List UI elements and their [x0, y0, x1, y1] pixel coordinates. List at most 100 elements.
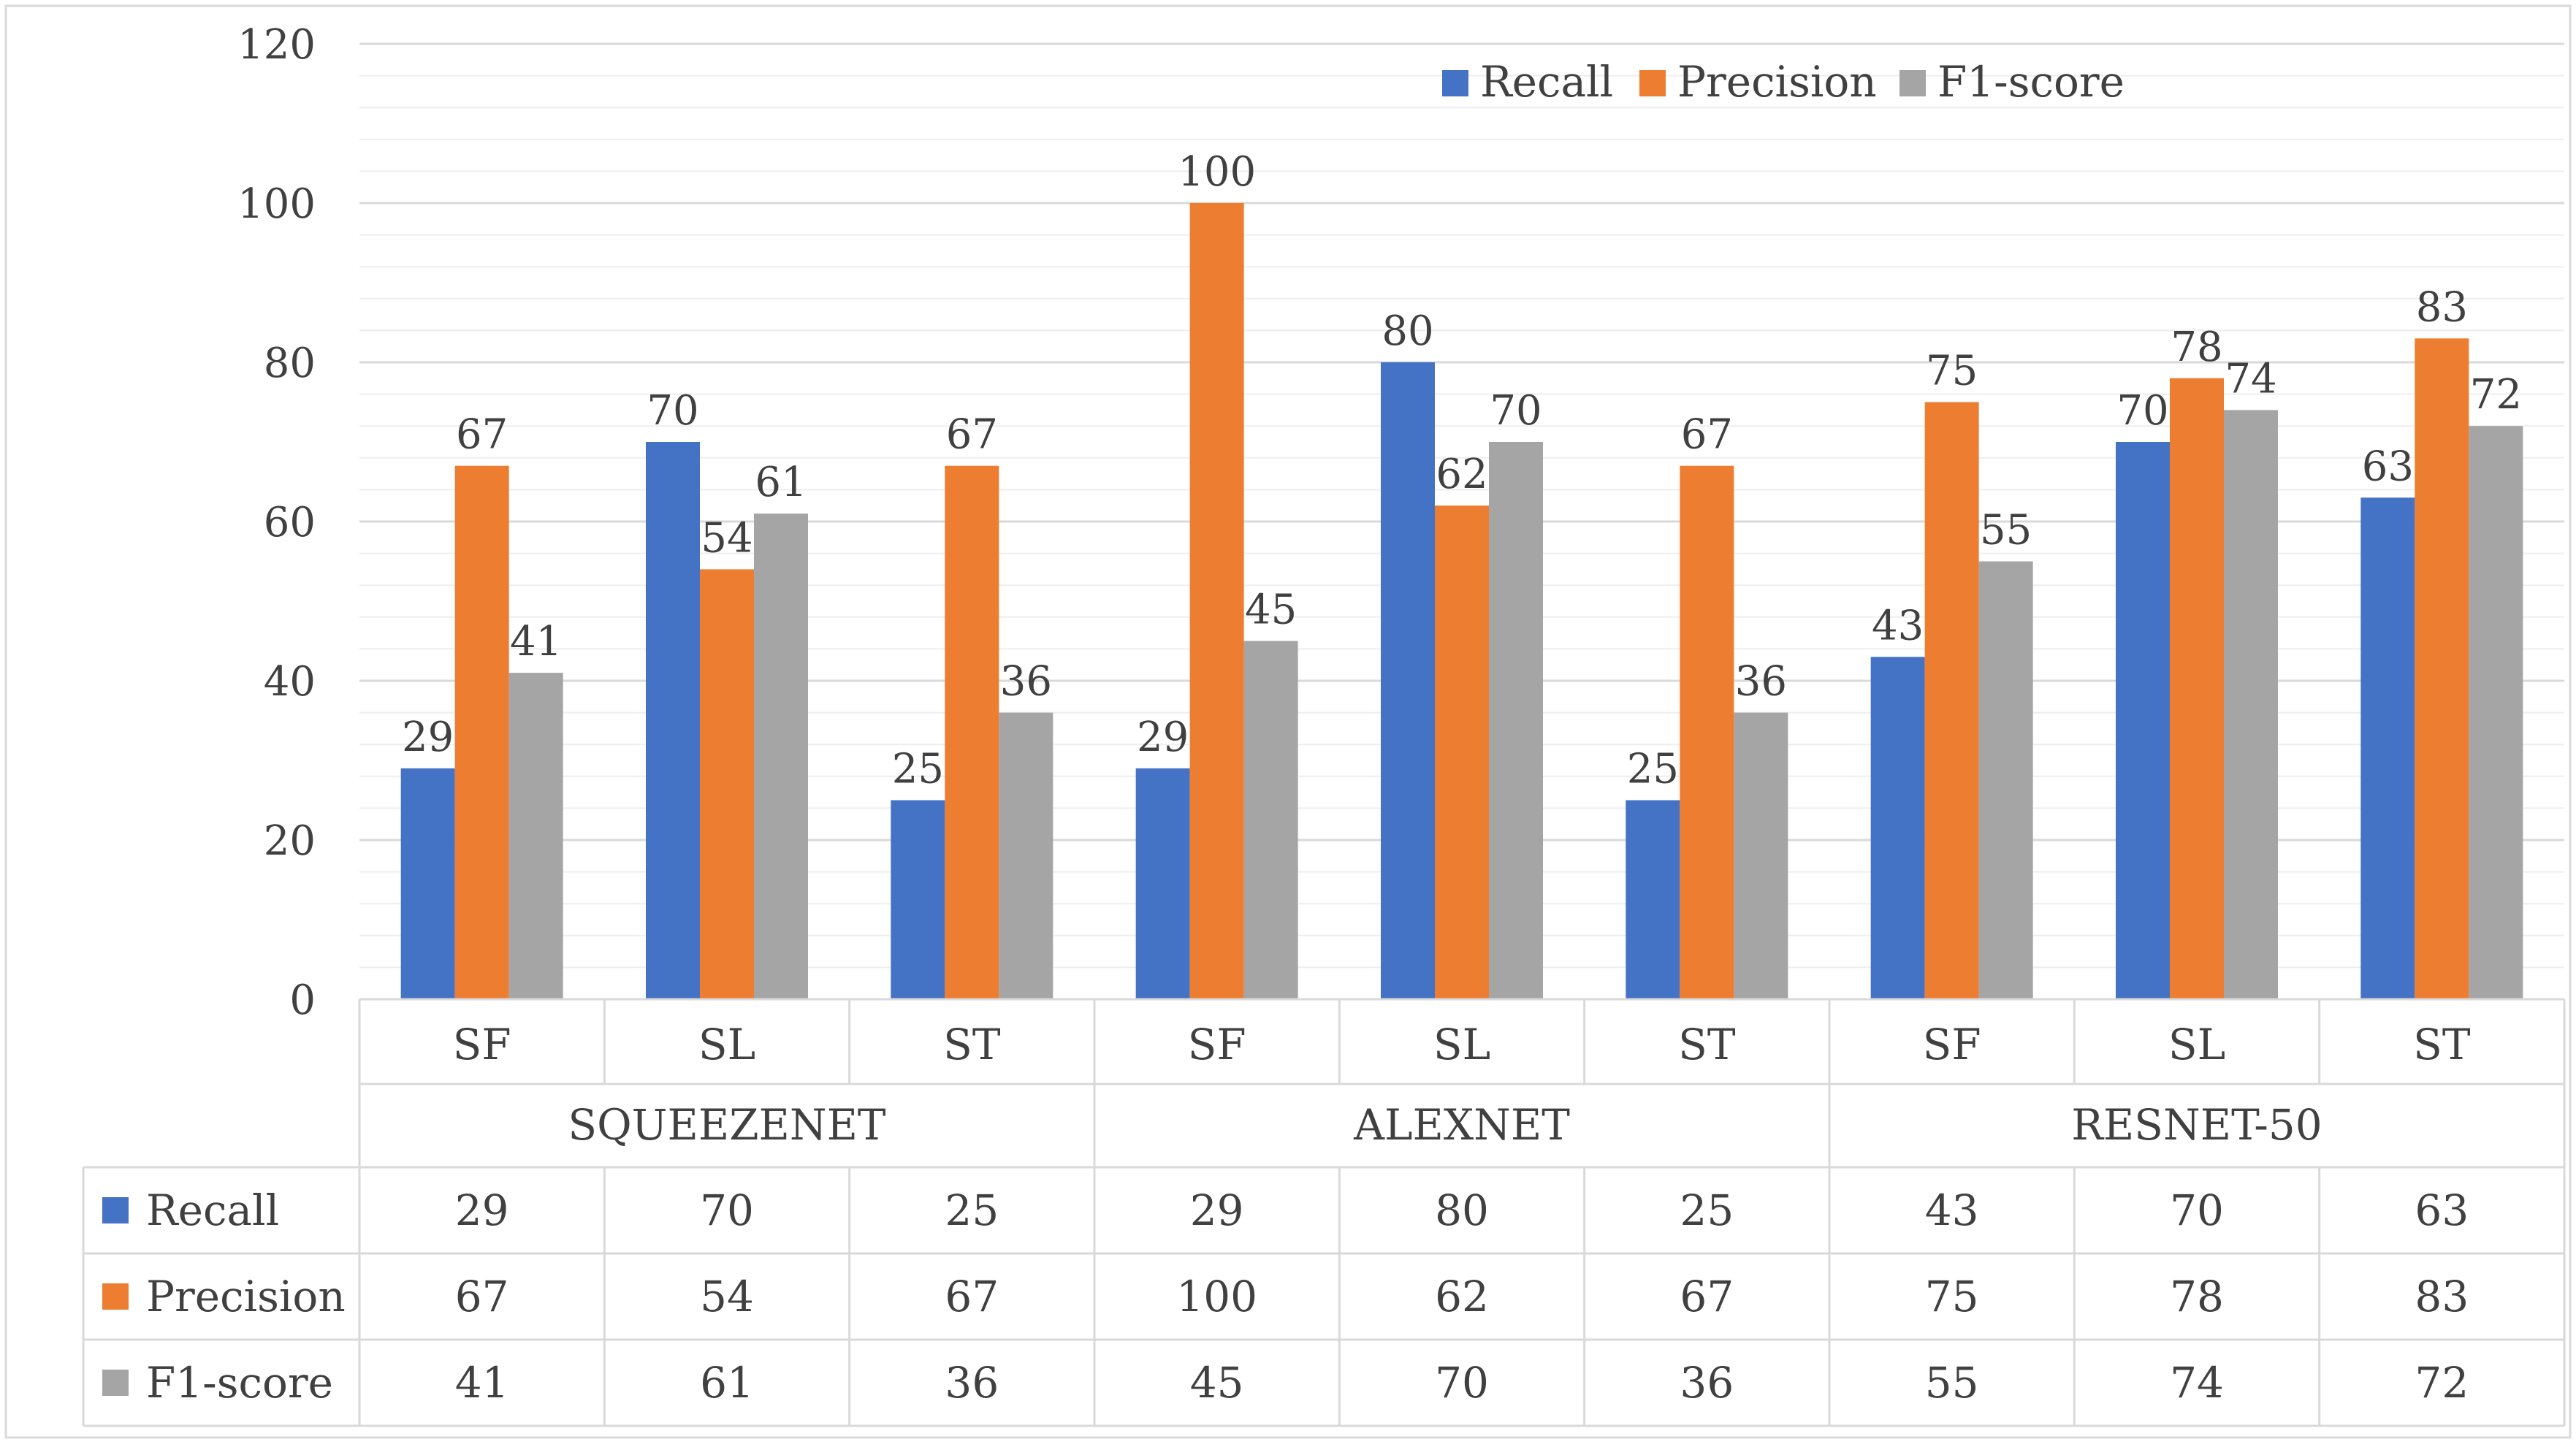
table-cell-value: 25: [1680, 1186, 1734, 1235]
table-cell-value: 29: [455, 1186, 509, 1235]
table-cell-value: 55: [1925, 1358, 1979, 1408]
bar: [2116, 442, 2170, 999]
table-cell-value: 70: [700, 1186, 754, 1235]
data-label: 80: [1382, 308, 1433, 355]
table-cell-value: 83: [2415, 1272, 2469, 1321]
bar: [2170, 378, 2224, 999]
legend-label: F1-score: [1937, 57, 2125, 107]
table-cell-value: 78: [2170, 1272, 2224, 1321]
bar: [454, 465, 509, 999]
bar: [1189, 203, 1244, 999]
bar: [1978, 561, 2033, 999]
table-cell-value: 36: [1680, 1358, 1734, 1408]
legend-label: Precision: [1677, 57, 1877, 107]
data-label: 29: [1137, 714, 1189, 761]
table-cell-value: 41: [455, 1358, 509, 1408]
group-label: ALEXNET: [1353, 1100, 1570, 1150]
data-label: 78: [2171, 324, 2222, 371]
table-cell-value: 67: [945, 1272, 999, 1321]
bar: [1243, 641, 1298, 999]
legend: Recall Precision F1-score: [1442, 57, 2125, 107]
table-legend-key: [102, 1197, 129, 1223]
data-label: 70: [1490, 387, 1542, 435]
category-label: SL: [698, 1020, 755, 1069]
table-cell-value: 63: [2415, 1186, 2469, 1235]
data-label: 55: [1980, 507, 2032, 554]
data-label: 36: [1735, 658, 1787, 706]
data-table: SF SL ST SF SL ST SF SL ST SQUEEZENET ALEXNET RESNE…: [82, 999, 2566, 1427]
table-series-name: Precision: [146, 1272, 346, 1321]
bar: [891, 800, 945, 999]
y-tick-label: 100: [237, 180, 316, 228]
y-tick-label: 60: [264, 499, 316, 546]
bar: [1489, 442, 1543, 999]
data-label: 67: [946, 411, 998, 459]
table-cell-value: 61: [700, 1358, 754, 1408]
table-cell-value: 75: [1925, 1272, 1979, 1321]
group-label: SQUEEZENET: [568, 1100, 886, 1150]
bar: [400, 768, 455, 999]
group-label: RESNET-50: [2071, 1100, 2322, 1150]
bar: [700, 569, 754, 999]
data-label: 45: [1245, 587, 1297, 634]
bar: [646, 442, 700, 999]
legend-label: Recall: [1480, 57, 1613, 107]
bar: [1734, 712, 1788, 999]
table-series-name: F1-score: [146, 1358, 333, 1408]
y-axis: 0 20 40 60 80 100 120: [237, 21, 2564, 1024]
table-cell-value: 100: [1176, 1272, 1257, 1321]
bar: [945, 465, 999, 999]
category-label: SL: [2168, 1020, 2225, 1069]
bar: [999, 712, 1053, 999]
bar: [1626, 800, 1680, 999]
y-tick-label: 0: [289, 977, 316, 1024]
bar: [2360, 497, 2415, 999]
bar: [508, 673, 563, 999]
data-label: 70: [647, 387, 698, 435]
category-label: ST: [1678, 1020, 1736, 1069]
table-cell-value: 72: [2415, 1358, 2469, 1408]
data-label: 36: [1000, 658, 1052, 706]
data-label: 70: [2116, 387, 2168, 435]
table-cell-value: 29: [1190, 1186, 1244, 1235]
table-cell-value: 36: [945, 1358, 999, 1408]
legend-key: [1442, 70, 1468, 96]
data-label: 74: [2225, 355, 2276, 402]
table-cell-value: 67: [1680, 1272, 1734, 1321]
table-cell-value: 25: [945, 1186, 999, 1235]
table-cell-value: 74: [2170, 1358, 2224, 1408]
data-labels: 29 70 25 29 80 25 43 70 63 67 54 67 100 62 67 75 78 83 41 6…: [402, 148, 2522, 793]
data-label: 43: [1872, 602, 1924, 649]
table-cell-value: 70: [1435, 1358, 1489, 1408]
data-label: 75: [1926, 348, 1978, 395]
category-label: SL: [1433, 1020, 1490, 1069]
bar: [754, 513, 808, 999]
data-label: 67: [456, 411, 508, 459]
data-label: 61: [755, 459, 807, 506]
data-label: 72: [2470, 371, 2522, 419]
category-label: SF: [1188, 1020, 1246, 1069]
data-label: 54: [701, 514, 752, 562]
table-cell-value: 43: [1925, 1186, 1979, 1235]
y-tick-label: 80: [264, 340, 316, 387]
table-series-name: Recall: [146, 1186, 279, 1235]
data-label: 67: [1681, 411, 1733, 459]
y-tick-label: 120: [237, 21, 316, 69]
data-label: 25: [892, 746, 944, 793]
bar: [2224, 410, 2278, 999]
data-label: 41: [510, 618, 562, 665]
table-cell-value: 80: [1435, 1186, 1489, 1235]
category-label: SF: [1923, 1020, 1981, 1069]
table-legend-key: [102, 1370, 129, 1396]
data-label: 62: [1436, 451, 1487, 498]
category-label: ST: [943, 1020, 1001, 1069]
category-label: ST: [2413, 1020, 2471, 1069]
table-cell-value: 54: [700, 1272, 754, 1321]
legend-key: [1639, 70, 1666, 96]
table-cell-value: 45: [1190, 1358, 1244, 1408]
data-label: 29: [402, 714, 454, 761]
bar: [1680, 465, 1734, 999]
bar: [1924, 402, 1979, 999]
